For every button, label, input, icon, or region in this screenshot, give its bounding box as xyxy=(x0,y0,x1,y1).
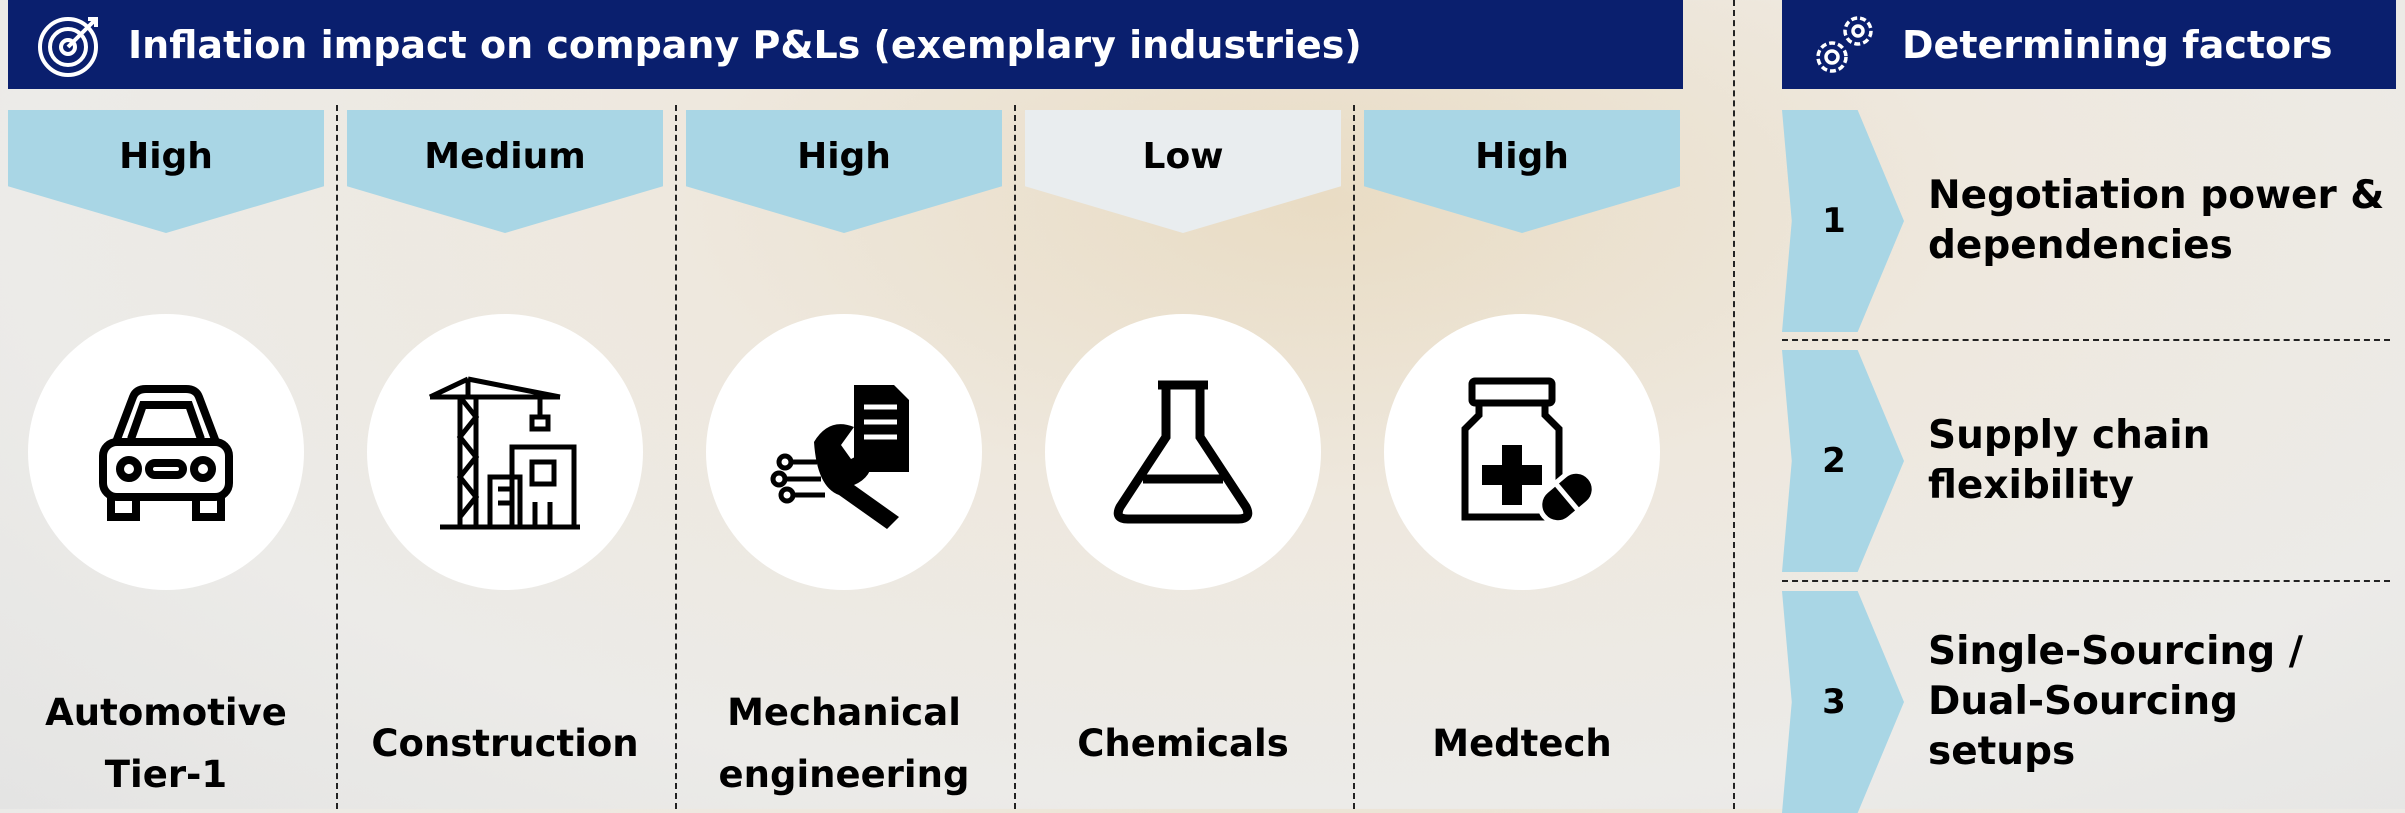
divider xyxy=(1733,0,1735,809)
target-icon xyxy=(38,16,98,77)
industry-label: Construction xyxy=(371,722,639,765)
impact-level: High xyxy=(686,110,1002,233)
impact-level: High xyxy=(8,110,324,233)
impact-level: Low xyxy=(1025,110,1341,233)
row-separator xyxy=(1782,580,2390,582)
column-separator xyxy=(675,105,677,809)
factor-text: Supply chain flexibility xyxy=(1928,413,2211,508)
icon-circle xyxy=(28,314,304,590)
gears-icon xyxy=(1816,15,1873,73)
factors-title: Determining factors xyxy=(1902,22,2333,67)
factor-number: 1 xyxy=(1782,110,1904,332)
flask-icon xyxy=(1113,380,1253,524)
column-separator xyxy=(1014,105,1016,809)
icon-circle xyxy=(1045,314,1321,590)
row-separator xyxy=(1782,339,2390,341)
factor-text: Negotiation power & dependencies xyxy=(1928,173,2385,268)
left-header: Inflation impact on company P&Ls (exempl… xyxy=(8,0,1683,89)
crane-icon xyxy=(428,376,580,530)
impact-level: High xyxy=(1364,110,1680,233)
impact-level: Medium xyxy=(347,110,663,233)
header-title: Inflation impact on company P&Ls (exempl… xyxy=(128,22,1362,67)
factor-text: Single-Sourcing / Dual-Sourcing setups xyxy=(1928,629,2304,774)
column-separator xyxy=(1353,105,1355,809)
industry-label: Automotive Tier-1 xyxy=(45,691,287,796)
factor-number: 2 xyxy=(1782,350,1904,572)
medicine-icon xyxy=(1461,377,1597,526)
icon-circle xyxy=(1384,314,1660,590)
wrench-icon xyxy=(770,385,909,529)
factor-number: 3 xyxy=(1782,591,1904,813)
icon-circle xyxy=(367,314,643,590)
icon-circle xyxy=(706,314,982,590)
car-icon xyxy=(99,385,233,521)
industry-label: Mechanical engineering xyxy=(718,691,970,796)
industry-label: Chemicals xyxy=(1077,722,1289,765)
right-header: Determining factors xyxy=(1782,0,2396,89)
industry-label: Medtech xyxy=(1432,722,1612,765)
column-separator xyxy=(336,105,338,809)
